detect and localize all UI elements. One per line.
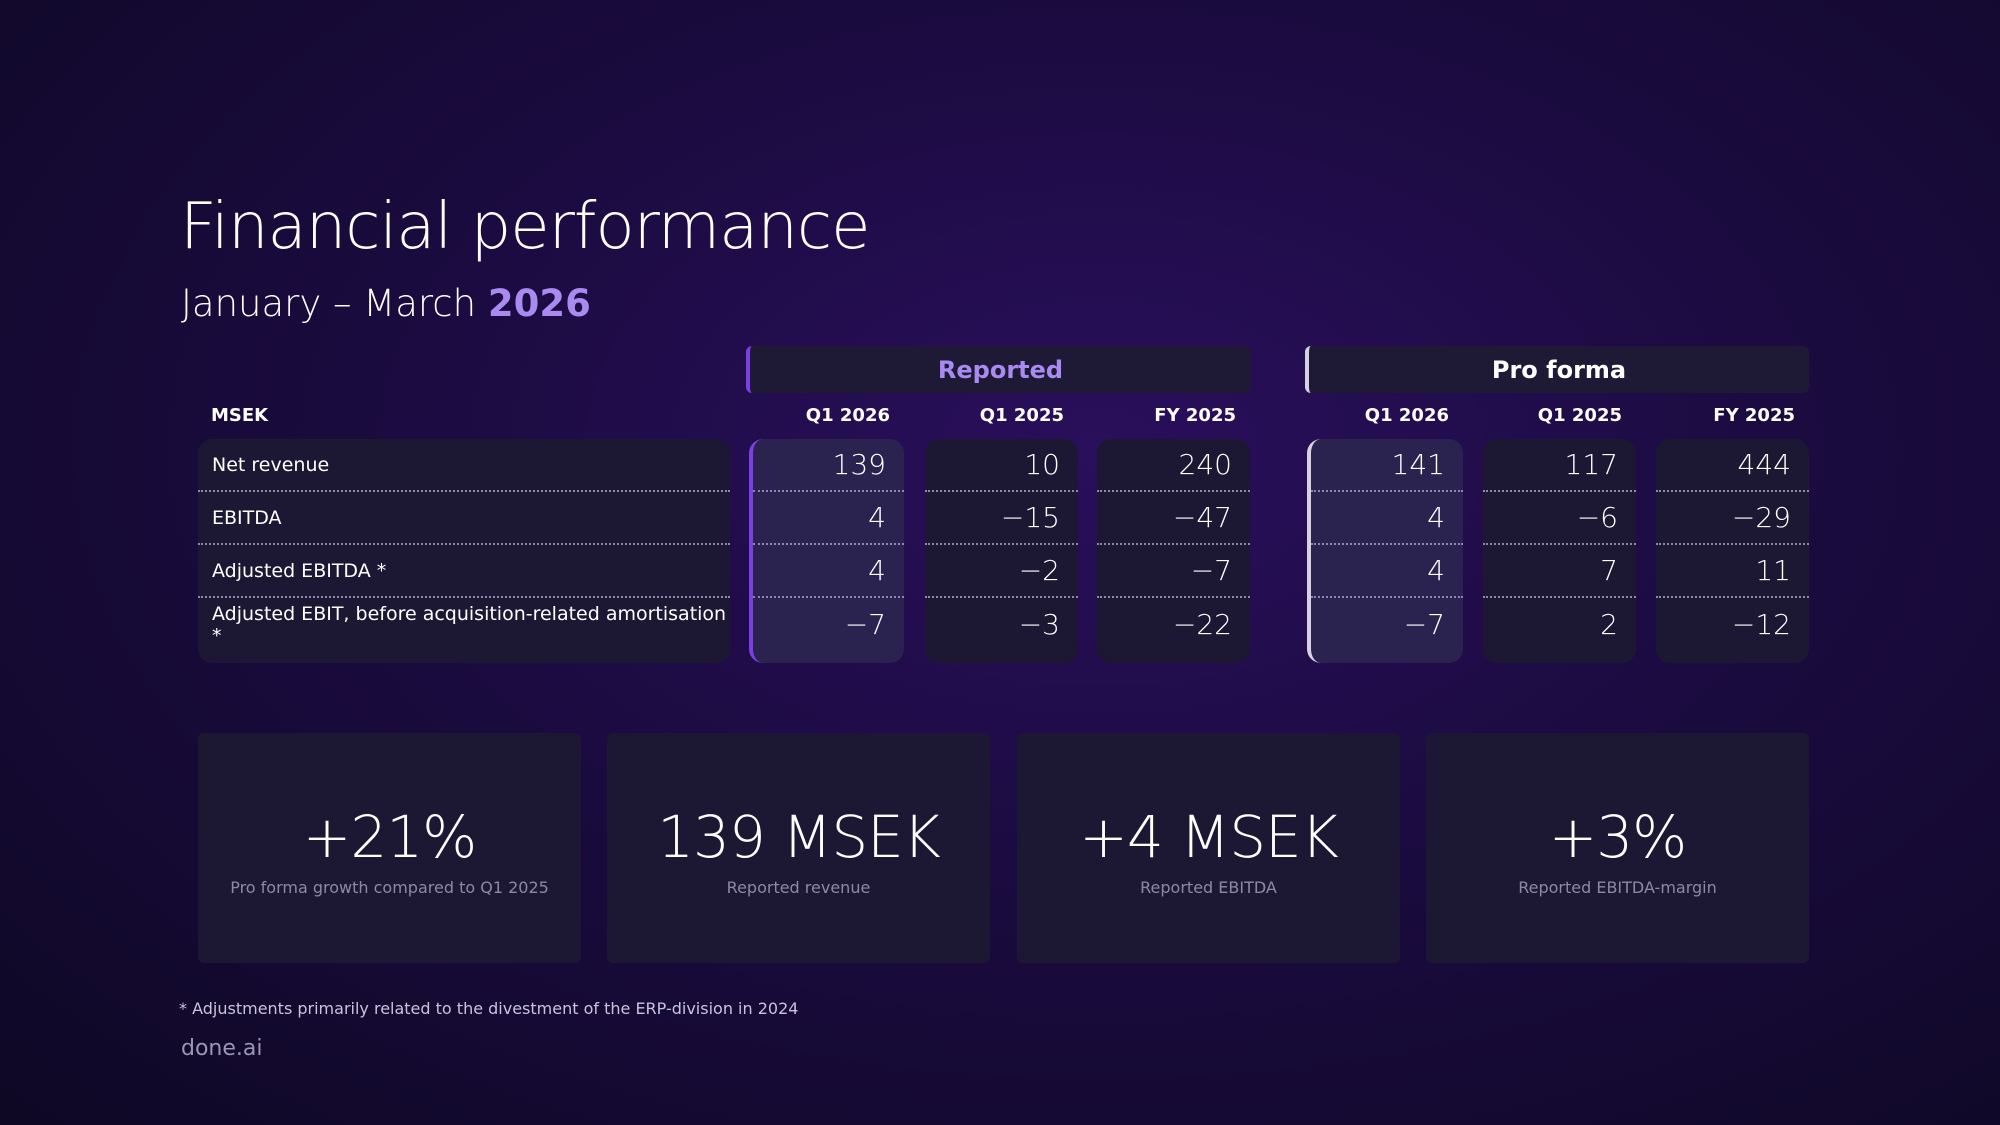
- kpi-value: +21%: [302, 803, 478, 871]
- kpi-card: +4 MSEK Reported EBITDA: [1017, 733, 1400, 963]
- row-label: Net revenue: [198, 439, 730, 492]
- column-header: Q1 2025: [1537, 405, 1622, 426]
- column-header: Q1 2026: [805, 405, 890, 426]
- column-header: Q1 2026: [1364, 405, 1449, 426]
- value-column: 139 4 4 −7: [749, 439, 904, 663]
- table-value: 4: [753, 545, 904, 598]
- table-value: −15: [925, 492, 1078, 545]
- column-header: FY 2025: [1713, 405, 1795, 426]
- brand: done.ai: [181, 1036, 263, 1061]
- table-value: 11: [1656, 545, 1809, 598]
- value-column: 240 −47 −7 −22: [1097, 439, 1250, 663]
- unit-label: MSEK: [211, 405, 269, 426]
- value-column: 10 −15 −2 −3: [925, 439, 1078, 663]
- group-header: Reported: [746, 346, 1251, 393]
- kpi-value: 139 MSEK: [657, 803, 941, 871]
- kpi-label: Reported EBITDA-margin: [1518, 878, 1717, 897]
- table-value: 117: [1483, 439, 1636, 492]
- table-value: −7: [844, 608, 886, 641]
- table-value: −12: [1731, 608, 1791, 641]
- group-header: Pro forma: [1305, 346, 1809, 393]
- row-label: EBITDA: [198, 492, 730, 545]
- column-header: FY 2025: [1154, 405, 1236, 426]
- table-value: −22: [1172, 608, 1232, 641]
- kpi-card: +3% Reported EBITDA-margin: [1426, 733, 1809, 963]
- table-value: −7: [1403, 608, 1445, 641]
- footnote: * Adjustments primarily related to the d…: [179, 999, 799, 1018]
- table-value: −2: [925, 545, 1078, 598]
- table-value: 7: [1483, 545, 1636, 598]
- subtitle: January – March 2026: [181, 282, 591, 325]
- kpi-card: 139 MSEK Reported revenue: [607, 733, 990, 963]
- label-panel: Net revenue EBITDA Adjusted EBITDA * Adjust…: [198, 439, 730, 663]
- table-value: 139: [753, 439, 904, 492]
- subtitle-text: January – March: [181, 282, 477, 325]
- table-value: 141: [1311, 439, 1463, 492]
- table-value: 4: [1311, 492, 1463, 545]
- kpi-card: +21% Pro forma growth compared to Q1 2025: [198, 733, 581, 963]
- table-value: 2: [1600, 608, 1618, 641]
- value-column: 444 −29 11 −12: [1656, 439, 1809, 663]
- subtitle-year: 2026: [487, 282, 591, 325]
- kpi-label: Reported EBITDA: [1140, 878, 1277, 897]
- table-value: −47: [1097, 492, 1250, 545]
- kpi-label: Pro forma growth compared to Q1 2025: [230, 878, 549, 897]
- table-value: −6: [1483, 492, 1636, 545]
- kpi-label: Reported revenue: [726, 878, 871, 897]
- kpi-value: +3%: [1548, 803, 1688, 871]
- table-value: −3: [1018, 608, 1060, 641]
- table-value: 4: [753, 492, 904, 545]
- row-label: Adjusted EBITDA *: [198, 545, 730, 598]
- table-value: 10: [925, 439, 1078, 492]
- column-header: Q1 2025: [979, 405, 1064, 426]
- title: Financial performance: [180, 190, 870, 264]
- table-value: 444: [1656, 439, 1809, 492]
- kpi-value: +4 MSEK: [1079, 803, 1338, 871]
- table-value: 240: [1097, 439, 1250, 492]
- value-column: 141 4 4 −7: [1307, 439, 1463, 663]
- row-label: Adjusted EBIT, before acquisition-relate…: [212, 602, 727, 647]
- value-column: 117 −6 7 2: [1483, 439, 1636, 663]
- table-value: −7: [1097, 545, 1250, 598]
- table-value: 4: [1311, 545, 1463, 598]
- table-value: −29: [1656, 492, 1809, 545]
